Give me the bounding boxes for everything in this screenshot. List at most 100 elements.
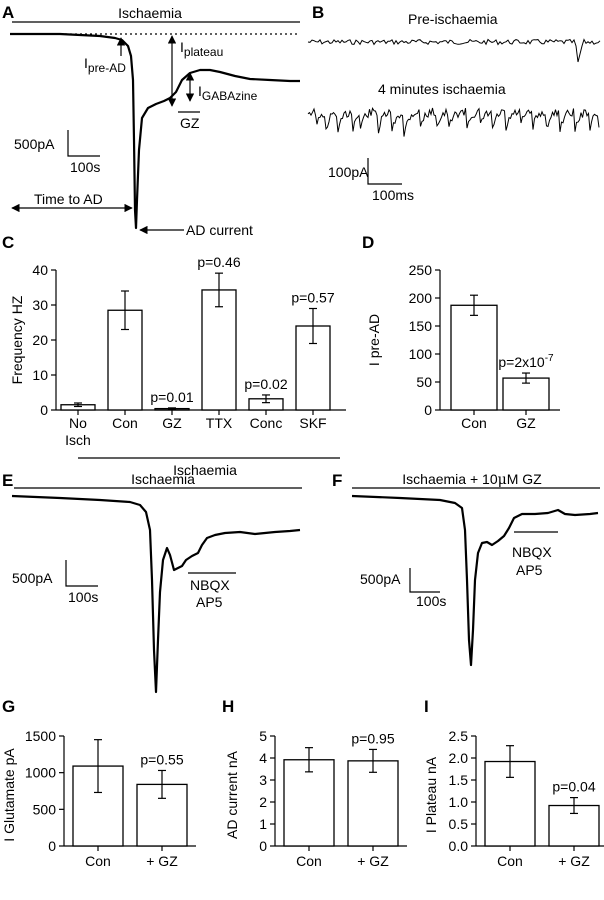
y-tick-label: 20 <box>32 332 48 348</box>
panel-i: I I Plateau nA 0.0 0.5 1.0 1.5 2.0 2.5 Con + GZ… <box>423 697 604 869</box>
y-tick-label: 500 <box>33 801 57 817</box>
panel-letter-e: E <box>2 471 13 490</box>
four-min-ischaemia-label: 4 minutes ischaemia <box>378 81 506 97</box>
panel-letter-c: C <box>2 233 14 252</box>
scale-x-b: 100ms <box>372 187 414 203</box>
category-label: Isch <box>65 432 91 448</box>
chart-g: 0 500 1000 1500 Con + GZ p=0.55 <box>25 728 196 869</box>
category-label: GZ <box>516 415 536 431</box>
ischaemia-bar-label-e: Ischaemia <box>131 471 195 487</box>
ad-current-label: AD current <box>186 222 253 238</box>
panel-b: B Pre-ischaemia 4 minutes ischaemia 100p… <box>307 3 601 203</box>
y-tick-label: 1500 <box>25 728 56 744</box>
y-tick-label: 2 <box>259 794 267 810</box>
y-tick-label: 50 <box>416 374 432 390</box>
y-tick-label: 30 <box>32 297 48 313</box>
scale-x-e: 100s <box>68 589 98 605</box>
p-value-label: p=0.04 <box>552 779 595 795</box>
ischaemia-trace-a <box>10 32 300 230</box>
bar <box>283 759 335 847</box>
h-ylabel: AD current nA <box>224 750 240 839</box>
p-value-label: p=0.55 <box>140 751 183 767</box>
category-label: + GZ <box>146 853 178 869</box>
pre-ischaemia-label: Pre-ischaemia <box>408 11 498 27</box>
c-ylabel: Frequency HZ <box>9 295 25 384</box>
y-tick-label: 150 <box>409 318 433 334</box>
y-tick-label: 0 <box>259 838 267 854</box>
ischaemia-bar-label: Ischaemia <box>118 5 182 21</box>
pre-ischaemia-trace <box>307 38 601 63</box>
scale-bar-a <box>67 130 100 157</box>
y-tick-label: 0.0 <box>449 838 469 854</box>
y-tick-label: 1000 <box>25 765 56 781</box>
ischaemia-gz-bar-label: Ischaemia + 10μM GZ <box>402 471 542 488</box>
category-label: GZ <box>162 415 182 431</box>
y-tick-label: 40 <box>32 262 48 278</box>
y-tick-label: 10 <box>32 367 48 383</box>
scale-bar-e <box>65 560 98 587</box>
y-tick-label: 200 <box>409 290 433 306</box>
i-gabazine-label: IGABAzine <box>198 83 258 103</box>
panel-f: F Ischaemia + 10μM GZ NBQX AP5 500pA 100… <box>332 471 600 667</box>
category-label: + GZ <box>558 853 590 869</box>
panel-h: H AD current nA 0 1 2 3 4 5 Con + GZ p=0.95 <box>222 697 407 869</box>
ischaemia-gz-trace-f <box>351 494 599 667</box>
scale-y-a: 500pA <box>14 136 55 152</box>
p-value-label: p=0.46 <box>197 254 240 270</box>
category-label: Con <box>85 853 111 869</box>
i-ylabel: I Plateau nA <box>423 756 439 833</box>
nbqx-label-e: NBQX <box>190 577 230 593</box>
category-label: Con <box>497 853 523 869</box>
g-ylabel: I Glutamate pA <box>1 748 17 842</box>
i-plateau-label: Iplateau <box>180 39 223 59</box>
y-tick-label: 1 <box>259 816 267 832</box>
category-label: TTX <box>206 415 233 431</box>
bar <box>107 309 143 411</box>
gz-label: GZ <box>180 115 200 131</box>
panel-letter-f: F <box>332 471 342 490</box>
bar <box>347 760 399 847</box>
ap5-label-e: AP5 <box>196 594 223 610</box>
y-tick-label: 3 <box>259 772 267 788</box>
panel-letter-b: B <box>312 3 324 22</box>
ap5-label-f: AP5 <box>516 562 543 578</box>
y-tick-label: 250 <box>409 262 433 278</box>
scale-x-f: 100s <box>416 593 446 609</box>
ischaemia-group-label: Ischaemia <box>173 462 237 478</box>
ischaemia-trace-e <box>11 494 301 694</box>
panel-letter-i: I <box>424 697 429 716</box>
y-tick-label: 1.0 <box>449 794 469 810</box>
category-label: + GZ <box>357 853 389 869</box>
chart-h: 0 1 2 3 4 5 Con + GZ p=0.95 <box>259 728 407 869</box>
y-tick-label: 5 <box>259 728 267 744</box>
y-tick-label: 1.5 <box>449 772 469 788</box>
y-tick-label: 0 <box>40 402 48 418</box>
scale-y-f: 500pA <box>360 571 401 587</box>
four-min-ischaemia-trace <box>307 106 600 137</box>
scale-bar-f <box>409 568 440 593</box>
y-tick-label: 2.5 <box>449 728 469 744</box>
scale-bar-b <box>367 158 402 185</box>
category-label: No <box>69 415 87 431</box>
panel-letter-g: G <box>2 697 15 716</box>
panel-d: D I pre-AD 0 50 100 150 200 250 Con GZ p=2x10-7 <box>362 233 560 431</box>
panel-letter-d: D <box>362 233 374 252</box>
panel-g: G I Glutamate pA 0 500 1000 1500 Con + GZ p=0.… <box>1 697 196 869</box>
category-label: SKF <box>299 415 326 431</box>
y-tick-label: 2.0 <box>449 750 469 766</box>
y-tick-label: 0.5 <box>449 816 469 832</box>
p-value-label: p=2x10-7 <box>498 353 554 370</box>
y-tick-label: 100 <box>409 346 433 362</box>
category-label: Con <box>112 415 138 431</box>
y-tick-label: 0 <box>424 402 432 418</box>
y-tick-label: 0 <box>48 838 56 854</box>
bar <box>201 289 237 411</box>
d-ylabel: I pre-AD <box>366 314 382 366</box>
panel-letter-h: H <box>222 697 234 716</box>
category-label: Con <box>461 415 487 431</box>
chart-i: 0.0 0.5 1.0 1.5 2.0 2.5 Con + GZ p=0.04 <box>449 728 604 869</box>
scale-x-a: 100s <box>70 159 100 175</box>
